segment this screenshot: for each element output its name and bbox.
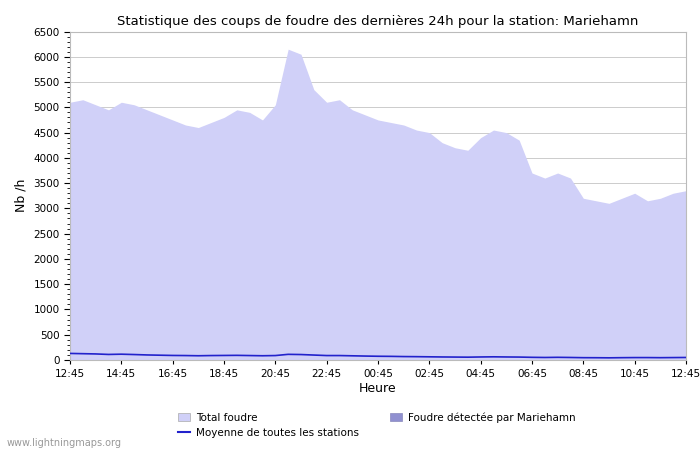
Y-axis label: Nb /h: Nb /h [15, 179, 28, 212]
Legend: Total foudre, Moyenne de toutes les stations, Foudre détectée par Mariehamn: Total foudre, Moyenne de toutes les stat… [174, 408, 580, 442]
X-axis label: Heure: Heure [359, 382, 397, 395]
Title: Statistique des coups de foudre des dernières 24h pour la station: Mariehamn: Statistique des coups de foudre des dern… [118, 14, 638, 27]
Text: www.lightningmaps.org: www.lightningmaps.org [7, 438, 122, 448]
